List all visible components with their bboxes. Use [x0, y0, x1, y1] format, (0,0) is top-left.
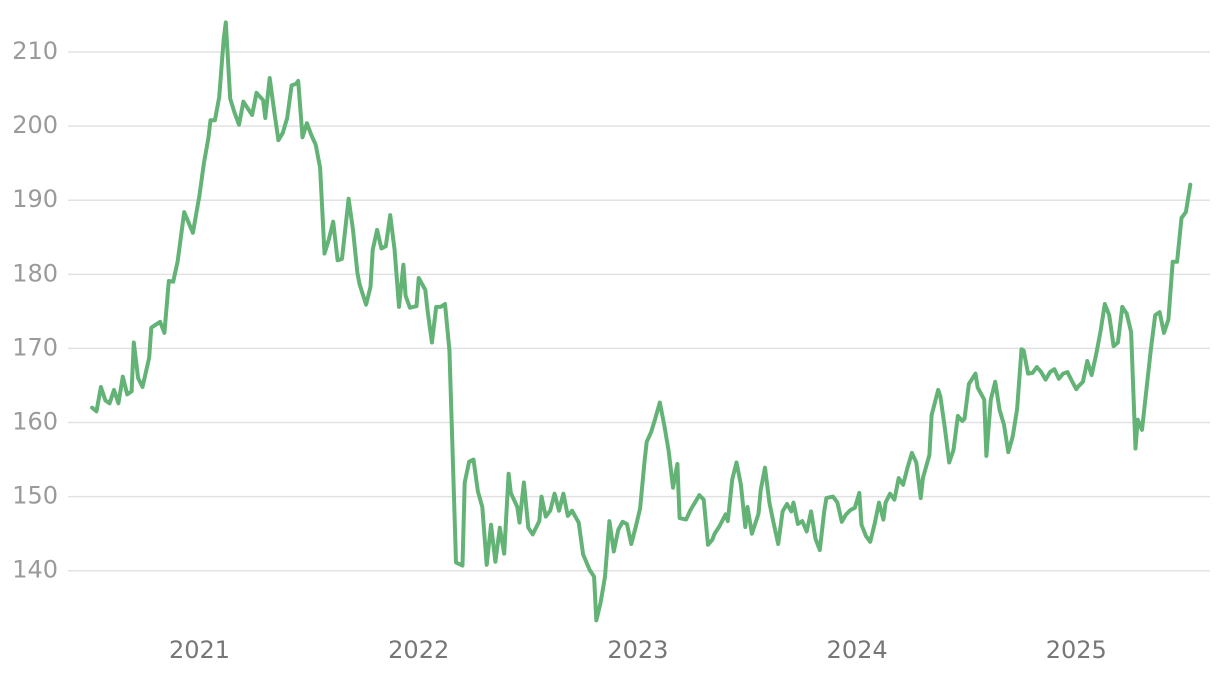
y-tick-label: 180	[12, 259, 58, 287]
x-tick-label: 2025	[1046, 636, 1107, 664]
y-tick-label: 190	[12, 185, 58, 213]
y-tick-label: 150	[12, 482, 58, 510]
y-tick-label: 140	[12, 556, 58, 584]
y-tick-label: 160	[12, 408, 58, 436]
y-tick-label: 210	[12, 37, 58, 65]
x-tick-label: 2024	[827, 636, 888, 664]
x-tick-label: 2021	[169, 636, 230, 664]
line	[90, 20, 1193, 623]
x-tick-label: 2023	[607, 636, 668, 664]
y-tick-label: 200	[12, 111, 58, 139]
y-tick-label: 170	[12, 333, 58, 361]
x-tick-label: 2022	[388, 636, 449, 664]
